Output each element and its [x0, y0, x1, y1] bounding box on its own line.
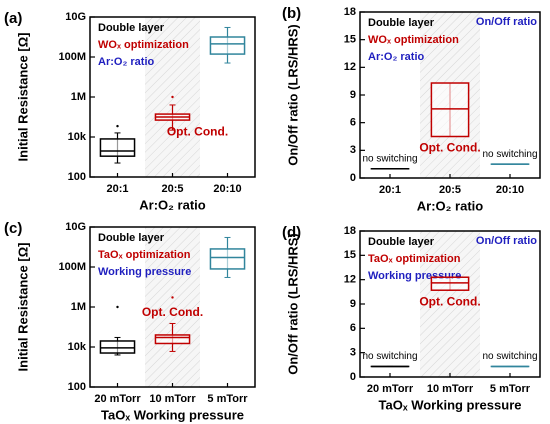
legend-note: WOₓ optimization [98, 39, 189, 51]
x-tick-label: 20 mTorr [367, 383, 414, 395]
y-tick-label: 10G [65, 221, 86, 233]
x-tick-label: 20:5 [439, 184, 461, 196]
y-tick-label: 9 [350, 89, 356, 101]
x-tick-label: 5 mTorr [490, 383, 531, 395]
category-note: no switching [482, 351, 537, 362]
y-tick-label: 6 [350, 322, 356, 334]
y-tick-label: 10k [68, 131, 87, 143]
panel: 100 10k 1M 100M 10G 20 mTorr 10 mTorr 5 mTorr Ta… [4, 220, 256, 422]
panel: 0 3 6 9 12 15 18 20 mTorr 10 mTorr 5 mTorr TaOₓ Wo… [282, 224, 541, 412]
y-tick-label: 6 [350, 117, 356, 129]
category-note: no switching [482, 149, 537, 160]
highlight-region [420, 231, 480, 377]
x-tick-label: 10 mTorr [427, 383, 474, 395]
box [209, 36, 246, 55]
y-tick-label: 0 [350, 172, 356, 184]
outlier [116, 124, 119, 128]
y-tick-label: 100 [68, 381, 86, 393]
legend-note: Ar:O₂ ratio [368, 51, 425, 63]
y-tick-label: 9 [350, 298, 356, 310]
corner-note: On/Off ratio [476, 16, 537, 28]
outlier [116, 305, 119, 309]
x-tick-label: 5 mTorr [207, 393, 248, 405]
y-tick-label: 18 [344, 225, 356, 237]
x-axis-title: Ar:O₂ ratio [139, 197, 206, 212]
x-tick-label: 20 mTorr [94, 393, 141, 405]
y-tick-label: 3 [350, 144, 356, 156]
outlier [171, 95, 174, 99]
x-tick-label: 20:10 [213, 183, 241, 195]
y-tick-label: 15 [344, 249, 356, 261]
x-tick-label: 10 mTorr [149, 393, 196, 405]
box [209, 248, 246, 270]
legend-note: Working pressure [98, 266, 191, 278]
highlight-region [145, 227, 200, 387]
x-tick-label: 20:1 [379, 184, 401, 196]
y-tick-label: 1M [71, 301, 86, 313]
box [99, 340, 136, 354]
category-note: no switching [362, 153, 417, 164]
y-axis-title: On/Off ratio (LRS/HRS) [285, 24, 300, 166]
legend-note: Double layer [98, 232, 165, 244]
legend-note: Ar:O₂ ratio [98, 56, 155, 68]
panel-label: (c) [4, 220, 22, 237]
y-tick-label: 3 [350, 347, 356, 359]
outlier [171, 296, 174, 299]
y-tick-label: 18 [344, 6, 356, 18]
panel-label: (a) [4, 10, 22, 27]
box [430, 82, 470, 138]
y-axis-title: Initial Resistance [Ω] [15, 33, 30, 162]
legend-note: Double layer [368, 17, 435, 29]
panel: 0 3 6 9 12 15 18 20:1 20:5 20:10 Ar:O₂ ratio On/Off… [282, 5, 541, 213]
y-tick-label: 12 [344, 61, 356, 73]
y-axis-title: On/Off ratio (LRS/HRS) [285, 233, 300, 375]
y-axis-title: Initial Resistance [Ω] [15, 243, 30, 372]
category-note: Opt. Cond. [167, 124, 228, 138]
panel-label: (d) [282, 224, 301, 241]
legend-note: TaOₓ optimization [368, 253, 461, 265]
legend-note: WOₓ optimization [368, 34, 459, 46]
x-tick-label: 20:5 [161, 183, 183, 195]
x-axis-title: TaOₓ Working pressure [101, 407, 244, 422]
x-axis-title: TaOₓ Working pressure [379, 397, 522, 412]
legend-note: Double layer [368, 236, 435, 248]
x-axis-title: Ar:O₂ ratio [417, 198, 484, 213]
y-tick-label: 15 [344, 34, 356, 46]
box [99, 138, 136, 157]
category-note: Opt. Cond. [419, 294, 480, 308]
y-tick-label: 0 [350, 371, 356, 383]
legend-note: Double layer [98, 22, 165, 34]
box [430, 276, 470, 291]
y-tick-label: 10G [65, 11, 86, 23]
y-tick-label: 100 [68, 171, 86, 183]
category-note: Opt. Cond. [419, 141, 480, 155]
x-tick-label: 20:1 [106, 183, 128, 195]
y-tick-label: 100M [58, 51, 86, 63]
box [154, 334, 191, 345]
y-tick-label: 12 [344, 274, 356, 286]
y-tick-label: 100M [58, 261, 86, 273]
category-note: no switching [362, 351, 417, 362]
y-tick-label: 1M [71, 91, 86, 103]
y-tick-label: 10k [68, 341, 87, 353]
category-note: Opt. Cond. [142, 305, 203, 319]
panel: 100 10k 1M 100M 10G 20:1 20:5 20:10 Ar:O₂ ratio I… [4, 10, 256, 212]
legend-note: TaOₓ optimization [98, 249, 191, 261]
panel-label: (b) [282, 5, 301, 22]
x-tick-label: 20:10 [496, 184, 524, 196]
corner-note: On/Off ratio [476, 235, 537, 247]
